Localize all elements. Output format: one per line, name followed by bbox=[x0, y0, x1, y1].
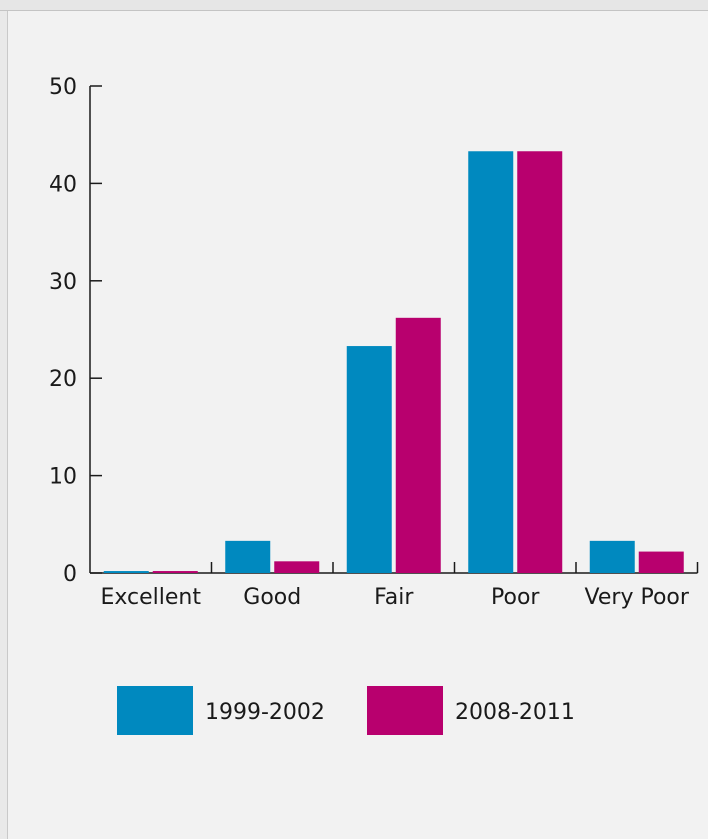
x-category-label: Good bbox=[243, 585, 301, 610]
y-tick-label: 40 bbox=[49, 172, 77, 197]
x-category-label: Poor bbox=[491, 585, 540, 610]
legend-swatch bbox=[367, 686, 443, 735]
top-strip bbox=[0, 0, 708, 11]
y-tick-label: 30 bbox=[49, 270, 77, 295]
bar-series2-good bbox=[274, 561, 320, 573]
chart-legend: 1999-2002 2008-2011 bbox=[117, 686, 575, 735]
bar-series1-very-poor bbox=[589, 540, 635, 573]
bar-series1-excellent bbox=[103, 571, 149, 573]
bar-series2-fair bbox=[395, 317, 441, 573]
legend-swatch bbox=[117, 686, 193, 735]
legend-label: 2008-2011 bbox=[455, 700, 575, 725]
bar-series1-fair bbox=[346, 346, 392, 573]
bar-series2-very-poor bbox=[638, 551, 684, 573]
y-tick-label: 0 bbox=[63, 562, 77, 587]
bar-series2-poor bbox=[517, 151, 563, 573]
bar-series1-good bbox=[225, 540, 271, 573]
x-category-label: Very Poor bbox=[585, 585, 690, 610]
category-labels: Excellent Good Fair Poor Very Poor bbox=[101, 585, 690, 610]
y-tick-label: 10 bbox=[49, 465, 77, 490]
chart-bars bbox=[103, 151, 684, 573]
y-tick-label: 20 bbox=[49, 367, 77, 392]
x-category-label: Excellent bbox=[101, 585, 202, 610]
legend-label: 1999-2002 bbox=[205, 700, 325, 725]
bar-series1-poor bbox=[468, 151, 514, 573]
x-category-label: Fair bbox=[374, 585, 414, 610]
bar-series2-excellent bbox=[152, 571, 198, 573]
y-tick-label: 50 bbox=[49, 75, 77, 100]
